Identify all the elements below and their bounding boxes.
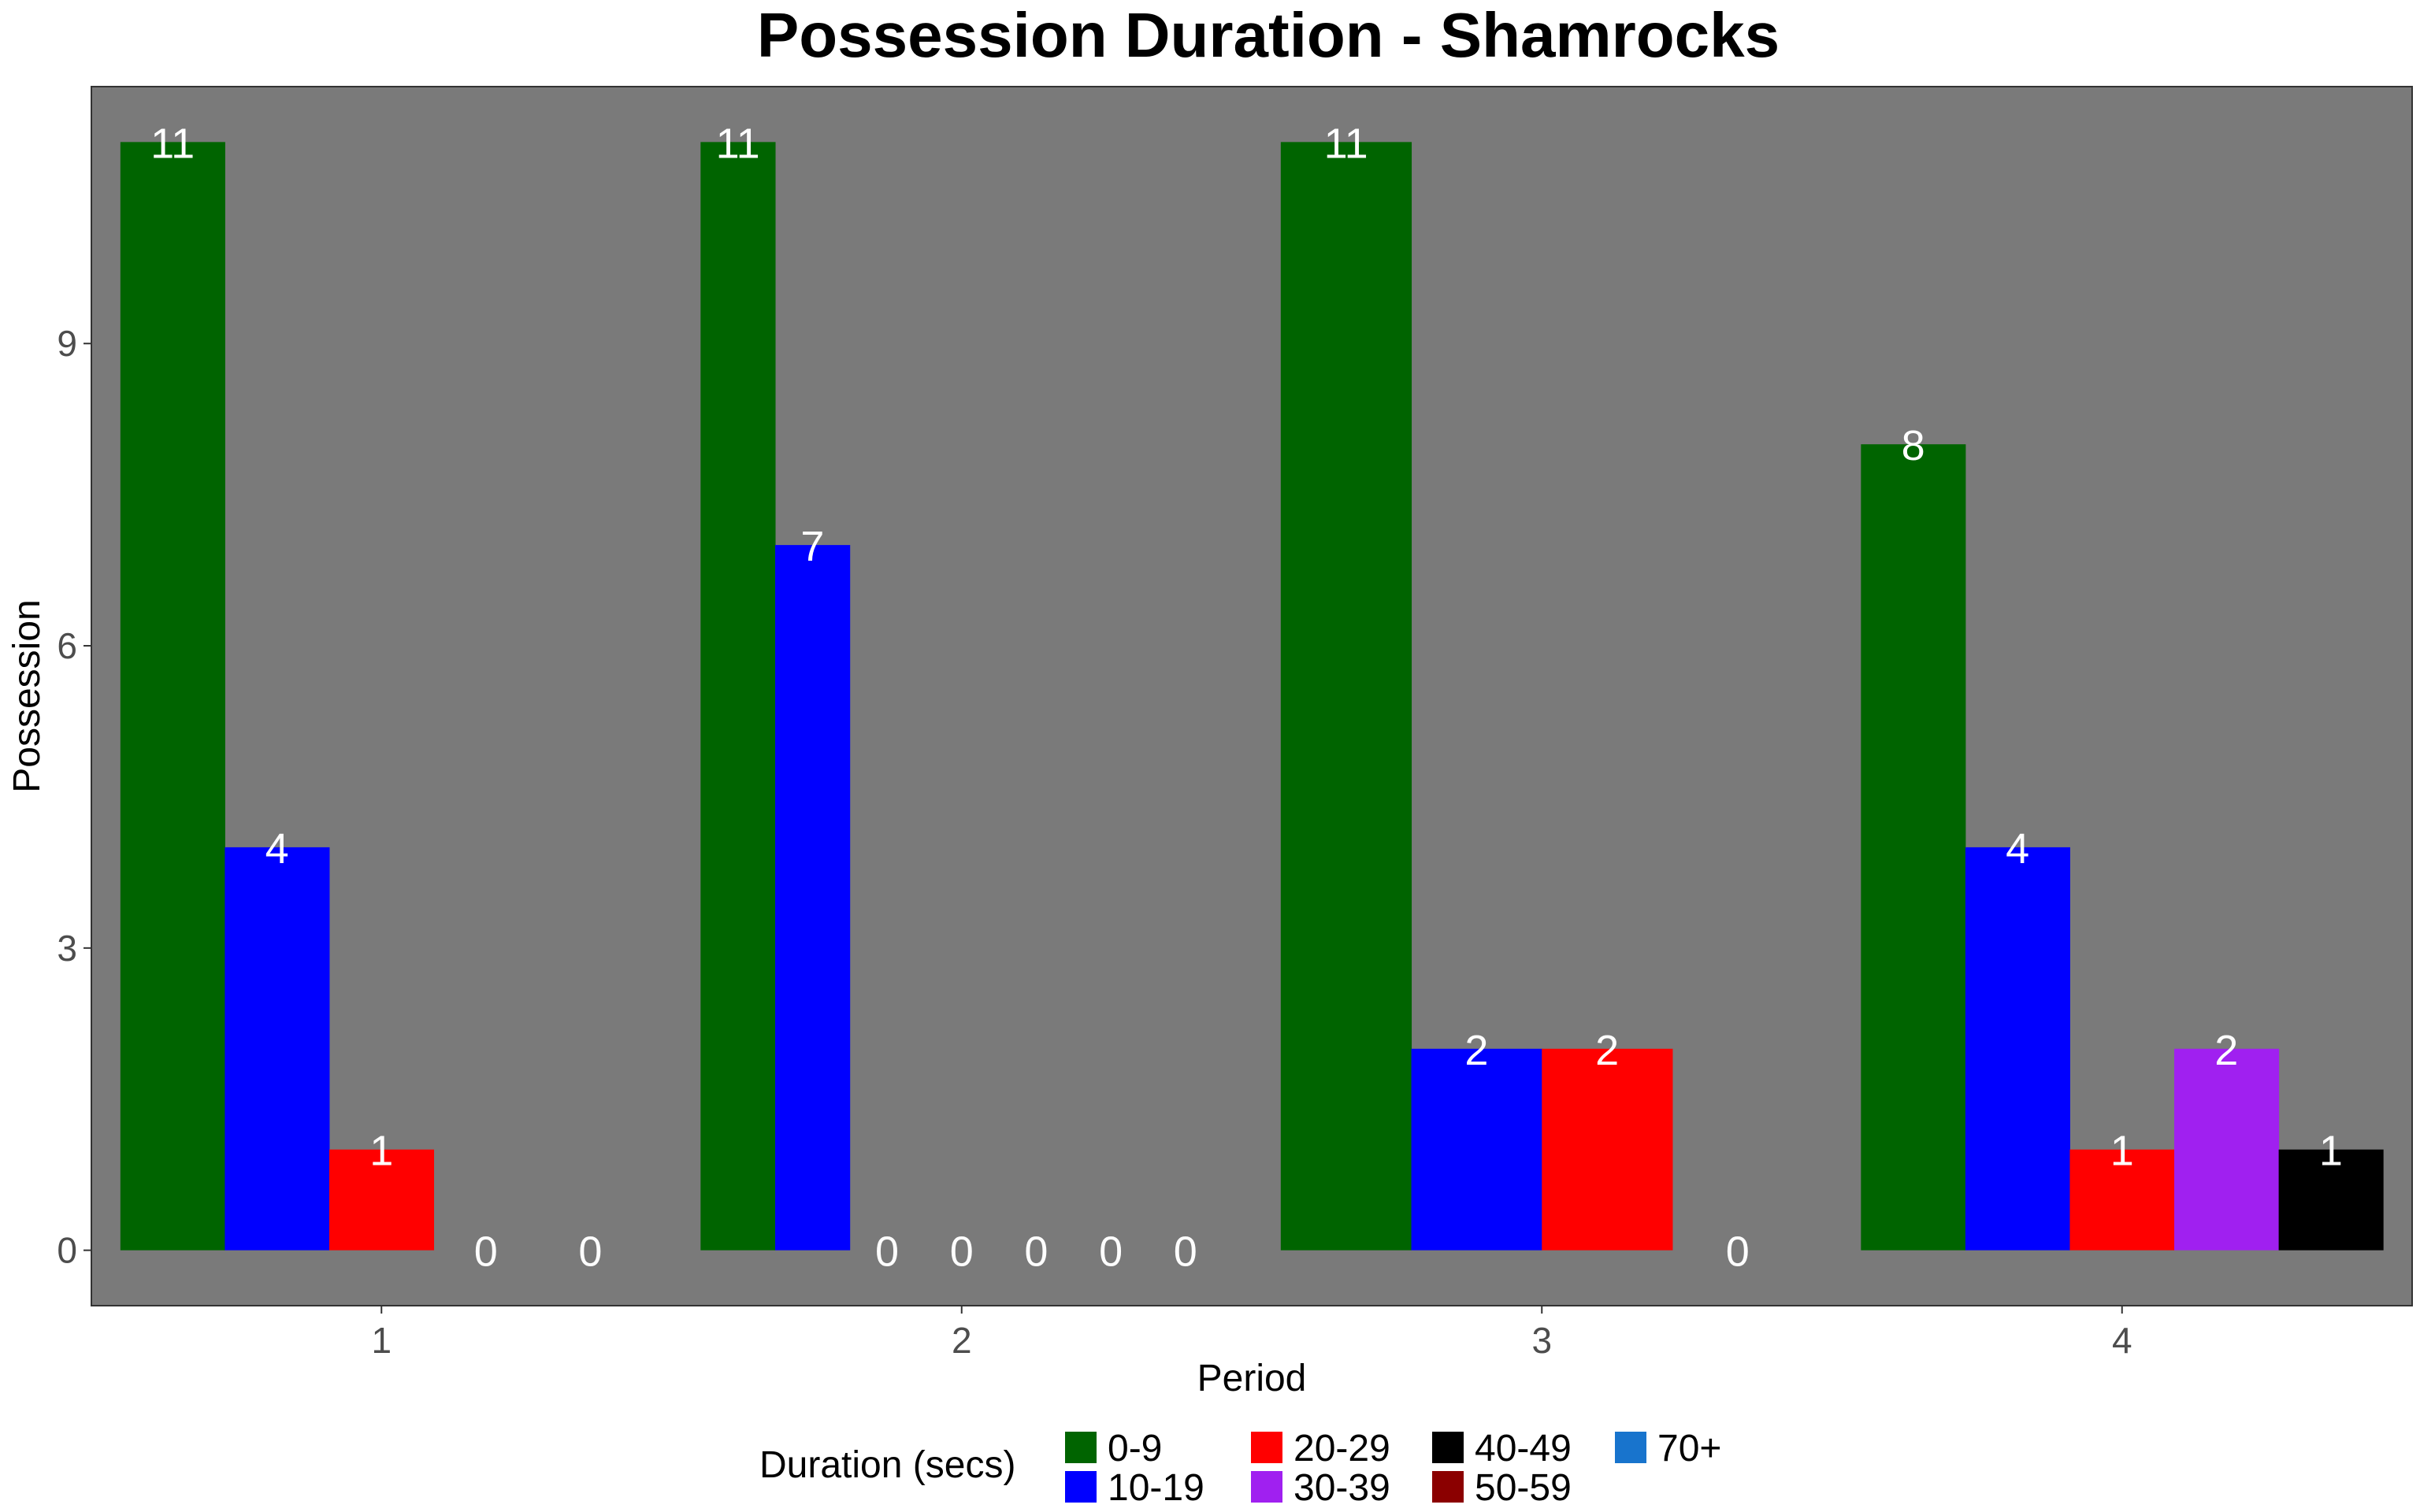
data-label: 0 <box>950 1228 974 1276</box>
x-tick-label: 3 <box>1531 1320 1552 1361</box>
legend-label: 70+ <box>1657 1428 1721 1469</box>
legend-label: 0-9 <box>1108 1428 1162 1469</box>
data-label: 4 <box>265 825 289 873</box>
bar-period-3-10-19 <box>1411 1048 1542 1251</box>
legend-key-40-49 <box>1432 1432 1464 1463</box>
data-label: 0 <box>1024 1228 1048 1276</box>
x-axis: 1 2 3 4 <box>371 1306 2132 1361</box>
legend-key-20-29 <box>1251 1432 1282 1463</box>
legend-label: 20-29 <box>1294 1428 1390 1469</box>
y-tick-label: 0 <box>57 1230 77 1271</box>
data-label: 0 <box>578 1228 602 1276</box>
bar-period-1-0-9 <box>120 142 225 1251</box>
data-label: 0 <box>1174 1228 1197 1276</box>
bar-period-4-20-29 <box>2069 1149 2175 1251</box>
bar-period-4-40-49 <box>2278 1149 2384 1251</box>
y-axis-title: Possession <box>6 599 48 792</box>
data-label: 0 <box>875 1228 899 1276</box>
x-axis-title: Period <box>1197 1358 1307 1399</box>
legend-key-50-59 <box>1432 1471 1464 1503</box>
legend-key-0-9 <box>1065 1432 1097 1463</box>
data-label: 1 <box>2110 1128 2134 1175</box>
legend-key-10-19 <box>1065 1471 1097 1503</box>
y-tick-label: 6 <box>57 625 77 666</box>
legend-title: Duration (secs) <box>759 1444 1015 1486</box>
data-label: 11 <box>1324 120 1368 167</box>
legend-label: 50-59 <box>1475 1467 1572 1509</box>
data-label: 2 <box>1464 1027 1488 1074</box>
y-tick-label: 9 <box>57 323 77 364</box>
data-label: 11 <box>150 120 195 167</box>
data-label: 4 <box>2006 825 2029 873</box>
bar-period-3-20-29 <box>1542 1048 1673 1251</box>
x-tick-label: 4 <box>2112 1320 2132 1361</box>
bar-period-2-10-19 <box>775 545 851 1251</box>
bar-period-4-30-39 <box>2174 1048 2280 1251</box>
data-label: 11 <box>716 120 760 167</box>
bar-period-1-20-29 <box>328 1149 435 1251</box>
chart-title: Possession Duration - Shamrocks <box>757 0 1780 70</box>
data-label: 8 <box>1902 422 1925 469</box>
legend-label: 40-49 <box>1475 1428 1572 1469</box>
data-label: 1 <box>369 1128 393 1175</box>
bars <box>120 142 2384 1251</box>
legend-key-70+ <box>1615 1432 1646 1463</box>
bar-period-1-10-19 <box>225 847 330 1251</box>
bar-period-3-0-9 <box>1280 142 1412 1251</box>
y-axis: 0 3 6 9 <box>57 323 91 1271</box>
data-label: 1 <box>2319 1128 2343 1175</box>
bar-period-4-0-9 <box>1861 444 1966 1251</box>
bar-period-4-10-19 <box>1965 847 2070 1251</box>
legend-label: 10-19 <box>1108 1467 1204 1509</box>
data-label: 0 <box>1099 1228 1123 1276</box>
data-label: 0 <box>1726 1228 1750 1276</box>
legend-label: 30-39 <box>1294 1467 1390 1509</box>
x-tick-label: 1 <box>371 1320 392 1361</box>
data-label: 7 <box>800 523 824 570</box>
x-tick-label: 2 <box>952 1320 972 1361</box>
data-label: 2 <box>1595 1027 1619 1074</box>
bar-period-2-0-9 <box>700 142 776 1251</box>
y-tick-label: 3 <box>57 928 77 969</box>
data-label: 0 <box>474 1228 498 1276</box>
legend-key-30-39 <box>1251 1471 1282 1503</box>
data-label: 2 <box>2214 1027 2238 1074</box>
